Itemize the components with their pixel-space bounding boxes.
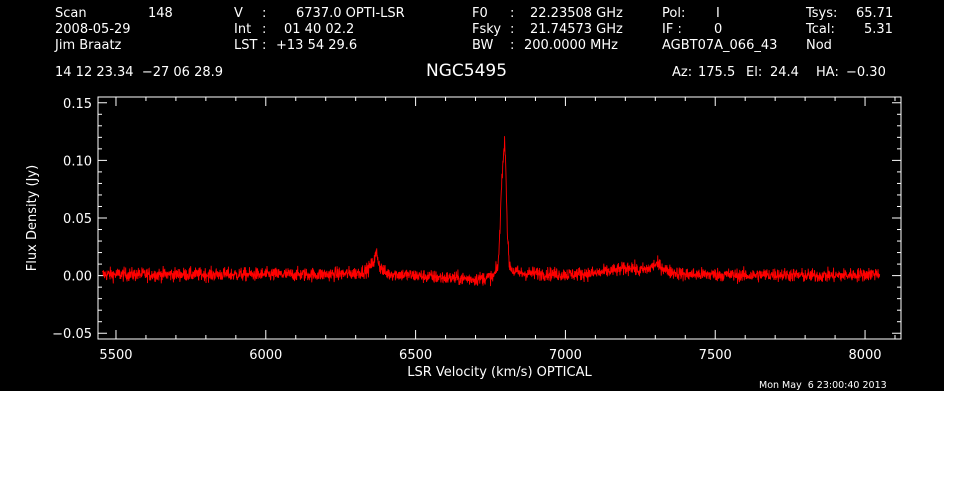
- scan-label: Scan: [55, 6, 87, 21]
- tcal-value: 5.31: [864, 22, 893, 37]
- x-tick-label: 6500: [399, 348, 432, 363]
- mode: Nod: [806, 38, 832, 53]
- chart-title: NGC5495: [426, 61, 508, 81]
- v-value: 6737.0 OPTI-LSR: [296, 6, 405, 21]
- spectrum-chart: 5500 6000 6500 7000 7500 8000 −0.05 0.00 0.05 0.1…: [25, 96, 902, 380]
- el-value: 24.4: [770, 65, 799, 80]
- f0-colon: :: [510, 6, 515, 21]
- y-tick-label: 0.15: [63, 97, 92, 112]
- observer-name: Jim Braatz: [55, 38, 122, 53]
- ha-value: −0.30: [846, 65, 886, 80]
- y-axis-label: Flux Density (Jy): [25, 165, 40, 271]
- lst-value: +13 54 29.6: [276, 38, 358, 53]
- if-label: IF :: [662, 22, 682, 37]
- fsky-value: 21.74573 GHz: [530, 22, 623, 37]
- spectrum-line: [102, 136, 881, 287]
- az-label: Az:: [672, 65, 693, 80]
- scan-value: 148: [148, 6, 173, 21]
- fsky-colon: :: [510, 22, 515, 37]
- bw-label: BW: [472, 38, 494, 53]
- y-tick-label: 0.05: [63, 212, 92, 227]
- v-colon: :: [262, 6, 267, 21]
- axis-ticks: [98, 97, 901, 339]
- plot-frame: [97, 96, 902, 340]
- x-tick-label: 6000: [249, 348, 282, 363]
- spectrum-plot-panel: Scan 148 2008-05-29 Jim Braatz V : 6737.…: [0, 0, 944, 391]
- observation-date: 2008-05-29: [55, 22, 131, 37]
- az-value: 175.5: [698, 65, 736, 80]
- tcal-label: Tcal:: [806, 22, 835, 37]
- x-axis-label: LSR Velocity (km/s) OPTICAL: [407, 365, 592, 380]
- source-coordinates: 14 12 23.34 −27 06 28.9: [55, 65, 224, 80]
- y-tick-label: 0.00: [63, 270, 92, 285]
- bw-colon: :: [510, 38, 515, 53]
- el-label: El:: [746, 65, 763, 80]
- int-value: 01 40 02.2: [284, 22, 355, 37]
- axis-tick-labels: 5500 6000 6500 7000 7500 8000 −0.05 0.00 0.05 0.1…: [52, 97, 881, 363]
- bw-value: 200.0000 MHz: [524, 38, 618, 53]
- y-tick-label: −0.05: [52, 327, 92, 342]
- pol-value: I: [716, 6, 720, 21]
- y-tick-label: 0.10: [63, 154, 92, 169]
- v-label: V: [234, 6, 243, 21]
- if-value: 0: [714, 22, 723, 37]
- fsky-label: Fsky: [472, 22, 502, 37]
- tsys-label: Tsys:: [806, 6, 838, 21]
- lst-colon: :: [262, 38, 267, 53]
- x-tick-label: 8000: [848, 348, 881, 363]
- session-name: AGBT07A_066_43: [662, 38, 778, 53]
- render-timestamp: Mon May 6 23:00:40 2013: [759, 380, 887, 391]
- x-tick-label: 7500: [699, 348, 732, 363]
- lst-label: LST: [234, 38, 258, 53]
- int-label: Int: [234, 22, 252, 37]
- ha-label: HA:: [816, 65, 839, 80]
- x-tick-label: 5500: [99, 348, 132, 363]
- x-tick-label: 7000: [549, 348, 582, 363]
- tsys-value: 65.71: [856, 6, 894, 21]
- int-colon: :: [262, 22, 267, 37]
- f0-value: 22.23508 GHz: [530, 6, 623, 21]
- f0-label: F0: [472, 6, 488, 21]
- pol-label: Pol:: [662, 6, 686, 21]
